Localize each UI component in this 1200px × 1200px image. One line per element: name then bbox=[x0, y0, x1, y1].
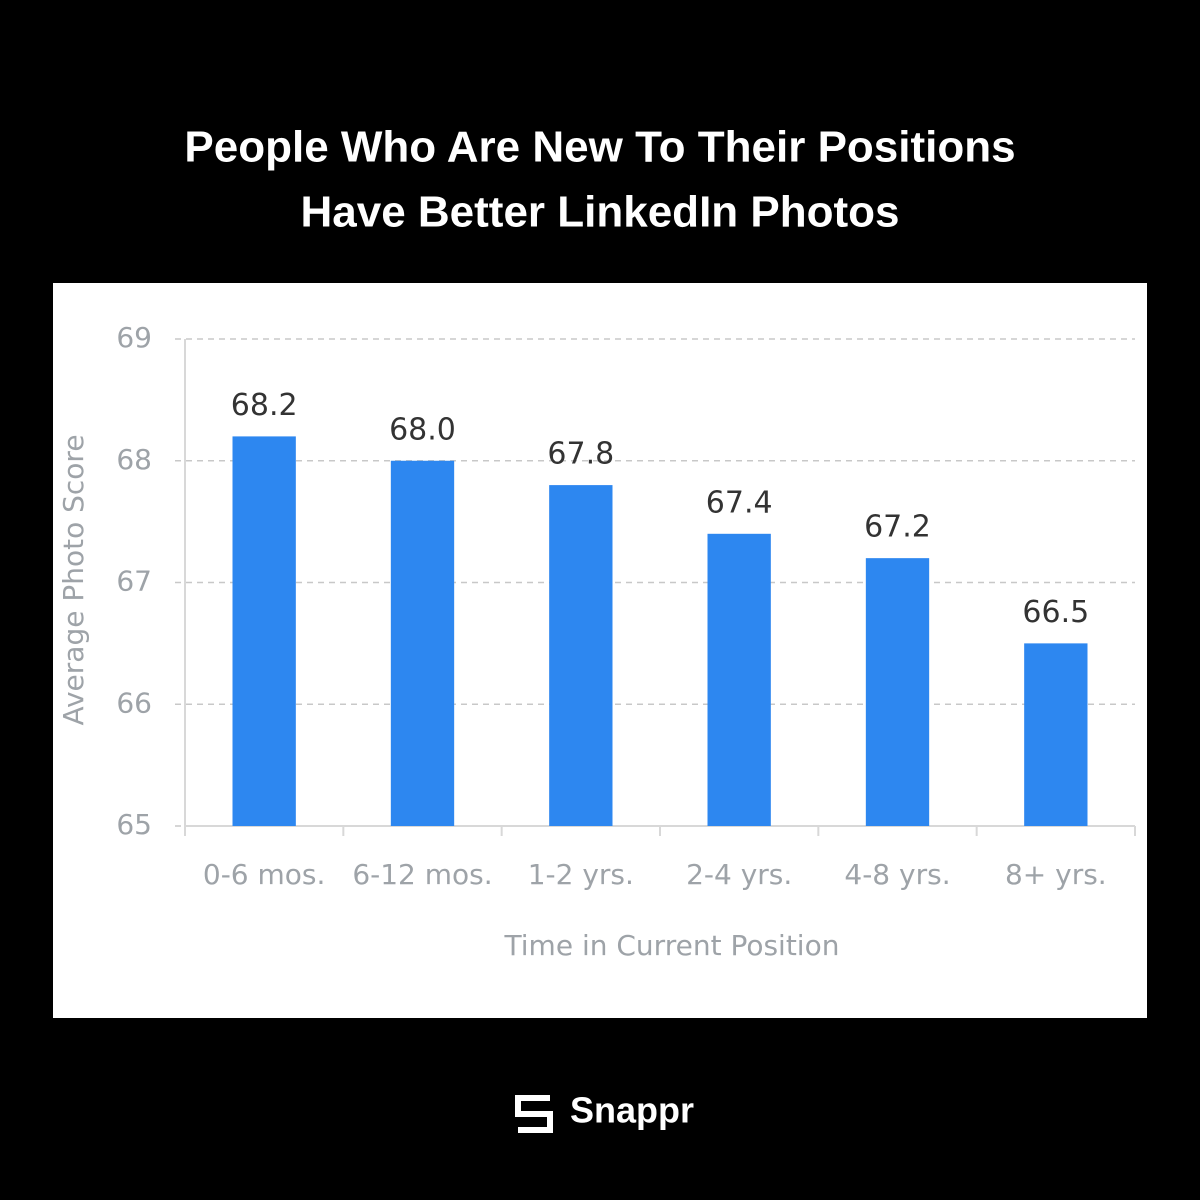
x-axis-label: Time in Current Position bbox=[504, 929, 840, 962]
x-tick-label: 8+ yrs. bbox=[1005, 858, 1107, 891]
y-tick-label: 65 bbox=[116, 808, 152, 841]
y-tick-label: 68 bbox=[116, 443, 152, 476]
y-axis-label: Average Photo Score bbox=[57, 434, 90, 725]
bar bbox=[549, 485, 613, 826]
brand-logo bbox=[515, 1095, 553, 1133]
bar bbox=[707, 533, 771, 826]
chart-title: People Who Are New To Their Positions bbox=[184, 123, 1015, 172]
x-tick-label: 4-8 yrs. bbox=[844, 858, 950, 891]
x-tick-label: 6-12 mos. bbox=[352, 858, 492, 891]
bar bbox=[865, 558, 930, 826]
bar bbox=[390, 460, 455, 826]
chart-title: Have Better LinkedIn Photos bbox=[300, 188, 899, 237]
bar bbox=[232, 436, 296, 826]
x-tick-label: 0-6 mos. bbox=[203, 858, 326, 891]
x-tick-label: 2-4 yrs. bbox=[686, 858, 792, 891]
value-label: 68.0 bbox=[389, 412, 456, 447]
x-tick-label: 1-2 yrs. bbox=[528, 858, 634, 891]
bar bbox=[1024, 643, 1088, 826]
value-label: 67.8 bbox=[547, 437, 614, 472]
value-label: 67.4 bbox=[706, 485, 773, 520]
y-tick-label: 69 bbox=[116, 321, 152, 354]
value-label: 68.2 bbox=[231, 388, 298, 423]
value-label: 66.5 bbox=[1022, 595, 1089, 630]
y-tick-label: 67 bbox=[116, 565, 152, 598]
brand-name: Snappr bbox=[570, 1090, 694, 1131]
value-label: 67.2 bbox=[864, 510, 931, 545]
y-tick-label: 66 bbox=[116, 686, 152, 719]
